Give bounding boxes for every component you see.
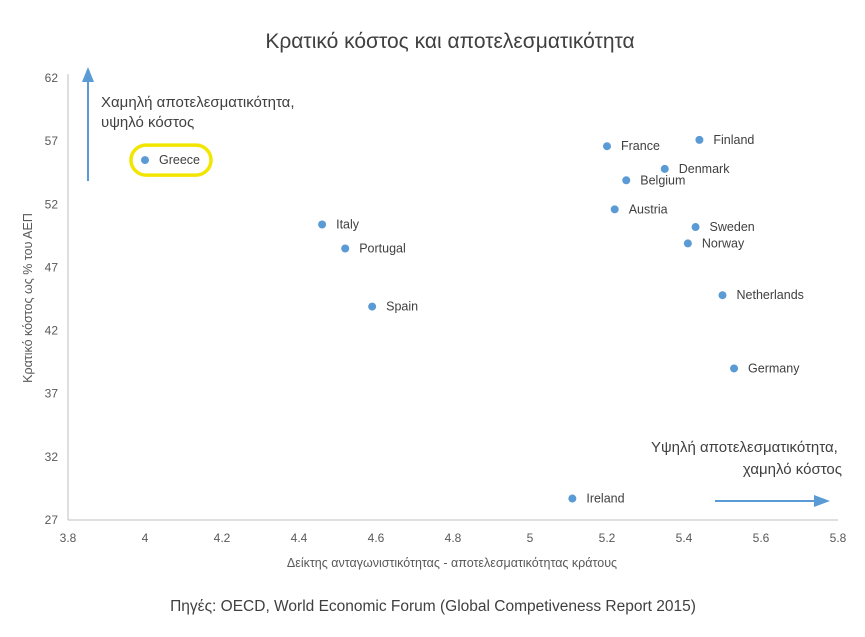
data-label: Netherlands bbox=[737, 288, 804, 302]
data-label: Norway bbox=[702, 236, 745, 250]
annotation-high-efficiency-line-2: χαμηλό κόστος bbox=[743, 461, 842, 478]
source-text: OECD, World Economic Forum (Global Compe… bbox=[216, 598, 696, 615]
data-point bbox=[603, 142, 611, 151]
y-tick-label: 52 bbox=[45, 197, 59, 211]
y-tick-labels: 27 32 37 42 47 52 57 62 bbox=[45, 71, 59, 527]
high-cost-arrow bbox=[82, 67, 94, 181]
y-tick-label: 42 bbox=[45, 324, 59, 338]
y-tick-label: 57 bbox=[45, 134, 59, 148]
data-label: Sweden bbox=[710, 220, 755, 234]
data-label: Finland bbox=[713, 133, 754, 147]
data-point bbox=[341, 244, 350, 253]
data-label: Spain bbox=[386, 300, 418, 314]
data-point bbox=[660, 164, 669, 173]
y-axis-label: Κρατικό κόστος ως % του ΑΕΠ bbox=[21, 213, 35, 383]
y-tick-label: 32 bbox=[45, 450, 59, 464]
x-tick-label: 5.2 bbox=[599, 531, 616, 545]
x-tick-label: 5 bbox=[527, 531, 534, 545]
x-tick-label: 4.4 bbox=[291, 531, 308, 545]
y-tick-label: 62 bbox=[45, 71, 59, 85]
x-tick-label: 3.8 bbox=[60, 531, 77, 545]
data-label: Austria bbox=[629, 202, 668, 216]
x-tick-label: 4.6 bbox=[368, 531, 385, 545]
high-efficiency-arrow bbox=[715, 495, 830, 507]
chart-title: Κρατικό κόστος και αποτελεσματικότητα bbox=[265, 30, 634, 53]
annotation-high-efficiency: Υψηλή αποτελεσματικότητα, χαμηλό κόστος bbox=[651, 439, 842, 478]
x-tick-label: 4 bbox=[142, 531, 149, 545]
x-tick-label: 5.6 bbox=[753, 531, 770, 545]
data-label: Belgium bbox=[640, 173, 685, 187]
data-point bbox=[318, 220, 327, 229]
x-tick-label: 5.8 bbox=[830, 531, 847, 545]
data-point bbox=[683, 239, 692, 248]
annotation-low-efficiency-line-1: Χαμηλή αποτελεσματικότητα, bbox=[101, 94, 295, 111]
annotation-high-efficiency-line-1: Υψηλή αποτελεσματικότητα, bbox=[651, 439, 838, 456]
x-tick-label: 4.8 bbox=[445, 531, 462, 545]
data-point bbox=[730, 364, 739, 373]
x-tick-label: 4.2 bbox=[214, 531, 231, 545]
data-label: Denmark bbox=[679, 162, 730, 176]
data-label: Greece bbox=[159, 153, 200, 167]
data-point bbox=[691, 223, 700, 232]
data-label: France bbox=[621, 139, 660, 153]
source-prefix: Πηγές: bbox=[170, 598, 216, 615]
data-label: Germany bbox=[748, 361, 800, 375]
x-tick-label: 5.4 bbox=[676, 531, 693, 545]
data-point bbox=[718, 291, 727, 300]
y-tick-label: 47 bbox=[45, 260, 59, 274]
data-point bbox=[610, 205, 619, 214]
data-point bbox=[568, 494, 577, 503]
highlight-outline bbox=[129, 143, 213, 177]
source-note: Πηγές: OECD, World Economic Forum (Globa… bbox=[170, 598, 696, 615]
annotation-low-efficiency: Χαμηλή αποτελεσματικότητα, υψηλό κόστος bbox=[101, 94, 299, 131]
annotation-low-efficiency-line-2: υψηλό κόστος bbox=[101, 114, 194, 131]
data-point bbox=[622, 176, 631, 185]
x-tick-labels: 3.8 4 4.2 4.4 4.6 4.8 5 5.2 5.4 5.6 5.8 bbox=[60, 531, 847, 545]
data-label: Ireland bbox=[586, 492, 624, 506]
data-point bbox=[695, 135, 704, 144]
data-label: Italy bbox=[336, 217, 360, 231]
y-tick-label: 27 bbox=[45, 513, 59, 527]
data-points: Greece Italy Portugal Spain France Finland Den… bbox=[129, 133, 804, 506]
data-point bbox=[368, 302, 377, 311]
data-point bbox=[141, 156, 149, 165]
x-axis-label: Δείκτης ανταγωνιστικότητας - αποτελεσματ… bbox=[287, 556, 617, 570]
axes bbox=[67, 74, 838, 521]
data-label: Portugal bbox=[359, 241, 406, 255]
y-tick-label: 37 bbox=[45, 387, 59, 401]
